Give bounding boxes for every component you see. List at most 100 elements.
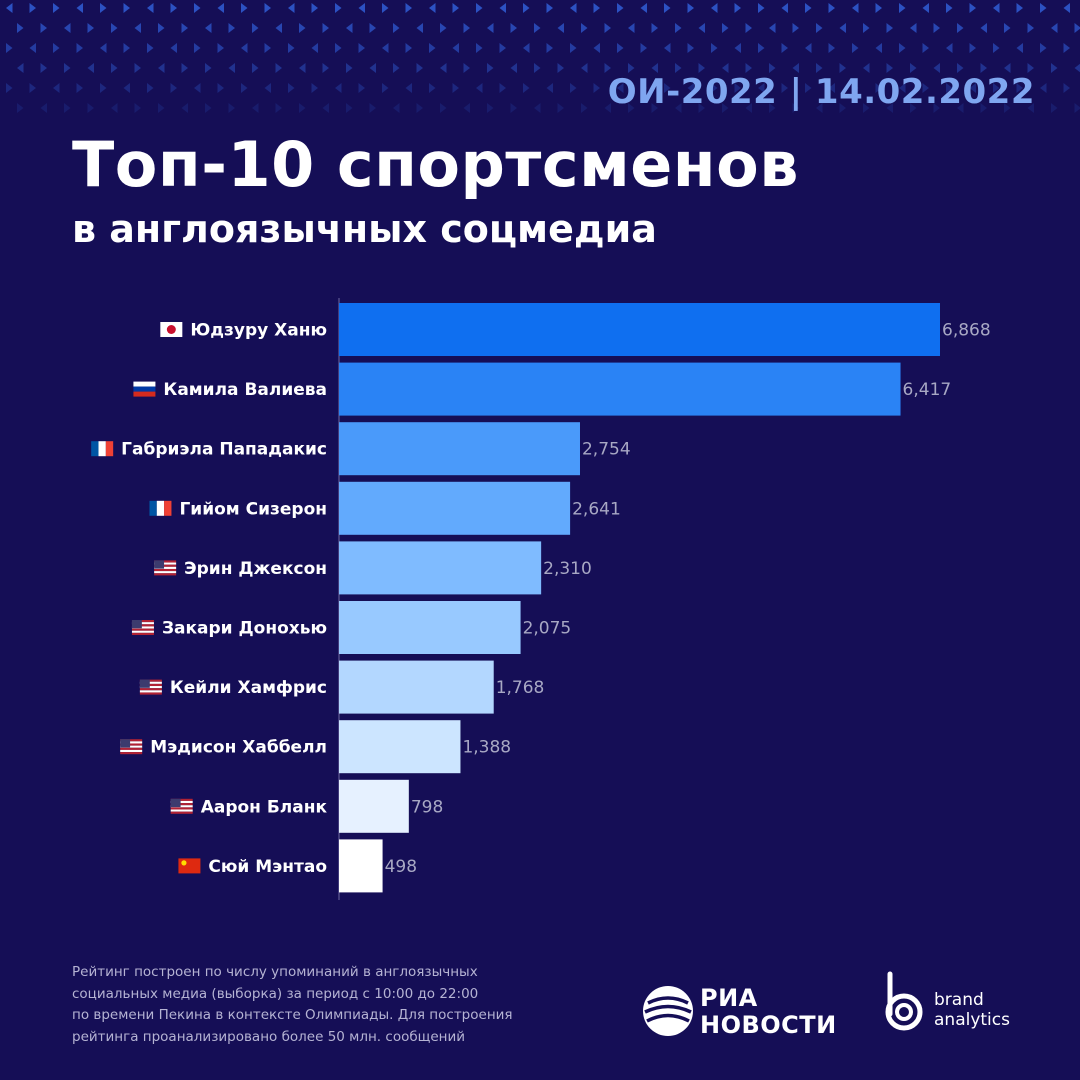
pattern-triangle <box>322 23 329 33</box>
pattern-triangle <box>111 103 118 113</box>
pattern-triangle <box>557 103 564 113</box>
pattern-triangle <box>1074 103 1080 113</box>
pattern-triangle <box>805 83 812 93</box>
pattern-triangle <box>651 103 658 113</box>
pattern-triangle <box>346 23 353 33</box>
pattern-triangle <box>687 43 694 53</box>
pattern-triangle <box>651 23 658 33</box>
pattern-triangle <box>194 3 201 13</box>
pattern-triangle <box>805 43 812 53</box>
pattern-triangle <box>170 83 177 93</box>
pattern-triangle <box>476 3 483 13</box>
pattern-triangle <box>758 43 765 53</box>
bar-row: 1,768 Кейли Хамфрис <box>139 660 545 714</box>
pattern-triangle <box>581 103 588 113</box>
pattern-triangle <box>111 23 118 33</box>
pattern-triangle <box>416 63 423 73</box>
bar <box>339 660 494 714</box>
pattern-triangle <box>335 3 342 13</box>
footnote-line: рейтинга проанализировано более 50 млн. … <box>72 1028 466 1045</box>
value-label: 1,388 <box>462 738 511 758</box>
pattern-triangle <box>675 23 682 33</box>
pattern-triangle <box>429 43 436 53</box>
category-label: Гийом Сизерон <box>179 499 327 519</box>
category-label: Аарон Бланк <box>201 797 328 817</box>
pattern-triangle <box>1063 43 1070 53</box>
pattern-triangle <box>570 43 577 53</box>
bar-row: 6,417 Камила Валиева <box>133 362 951 416</box>
pattern-triangle <box>781 43 788 53</box>
pattern-triangle <box>100 3 107 13</box>
pattern-triangle <box>476 43 483 53</box>
pattern-triangle <box>228 23 235 33</box>
pattern-triangle <box>828 83 835 93</box>
pattern-triangle <box>687 3 694 13</box>
pattern-triangle <box>369 63 376 73</box>
pattern-triangle <box>499 3 506 13</box>
category-label: Юдзуру Ханю <box>190 321 327 341</box>
pattern-triangle <box>852 83 859 93</box>
pattern-triangle <box>933 63 940 73</box>
pattern-triangle <box>698 103 705 113</box>
pattern-triangle <box>335 43 342 53</box>
pattern-triangle <box>698 63 705 73</box>
pattern-triangle <box>993 83 1000 93</box>
value-label: 2,310 <box>543 559 592 579</box>
pattern-triangle <box>805 3 812 13</box>
pattern-triangle <box>758 83 765 93</box>
pattern-triangle <box>1074 23 1080 33</box>
pattern-triangle <box>416 103 423 113</box>
pattern-triangle <box>205 103 212 113</box>
pattern-triangle <box>839 23 846 33</box>
flag-ru-icon <box>133 381 156 397</box>
pattern-triangle <box>1040 43 1047 53</box>
pattern-triangle <box>6 83 13 93</box>
bar-row: 6,868 Юдзуру Ханю <box>160 303 991 356</box>
pattern-triangle <box>369 103 376 113</box>
pattern-triangle <box>675 63 682 73</box>
pattern-triangle <box>64 23 71 33</box>
pattern-triangle <box>781 83 788 93</box>
pattern-triangle <box>311 43 318 53</box>
pattern-triangle <box>886 63 893 73</box>
pattern-triangle <box>570 3 577 13</box>
pattern-triangle <box>123 43 130 53</box>
bar <box>339 839 383 893</box>
pattern-triangle <box>1016 43 1023 53</box>
value-label: 1,768 <box>496 678 545 698</box>
pattern-triangle <box>158 23 165 33</box>
pattern-triangle <box>557 23 564 33</box>
pattern-triangle <box>980 23 987 33</box>
pattern-triangle <box>1040 83 1047 93</box>
pattern-triangle <box>722 23 729 33</box>
pattern-triangle <box>946 3 953 13</box>
pattern-triangle <box>1051 103 1058 113</box>
pattern-triangle <box>40 63 47 73</box>
pattern-triangle <box>205 63 212 73</box>
pattern-triangle <box>405 43 412 53</box>
value-label: 498 <box>385 857 417 877</box>
pattern-triangle <box>1051 23 1058 33</box>
pattern-triangle <box>969 43 976 53</box>
pattern-triangle <box>299 63 306 73</box>
pattern-triangle <box>382 43 389 53</box>
pattern-triangle <box>452 3 459 13</box>
pattern-triangle <box>581 63 588 73</box>
pattern-triangle <box>288 43 295 53</box>
value-label: 6,868 <box>942 321 991 341</box>
pattern-triangle <box>734 43 741 53</box>
bar-row: 798 Аарон Бланк <box>170 779 443 833</box>
pattern-triangle <box>205 23 212 33</box>
pattern-triangle <box>933 23 940 33</box>
pattern-triangle <box>969 83 976 93</box>
pattern-triangle <box>6 43 13 53</box>
pattern-triangle <box>264 83 271 93</box>
bar <box>339 541 542 595</box>
pattern-triangle <box>557 63 564 73</box>
pattern-triangle <box>1063 3 1070 13</box>
pattern-triangle <box>1027 23 1034 33</box>
pattern-triangle <box>100 83 107 93</box>
pattern-triangle <box>228 63 235 73</box>
pattern-triangle <box>534 63 541 73</box>
pattern-triangle <box>792 103 799 113</box>
